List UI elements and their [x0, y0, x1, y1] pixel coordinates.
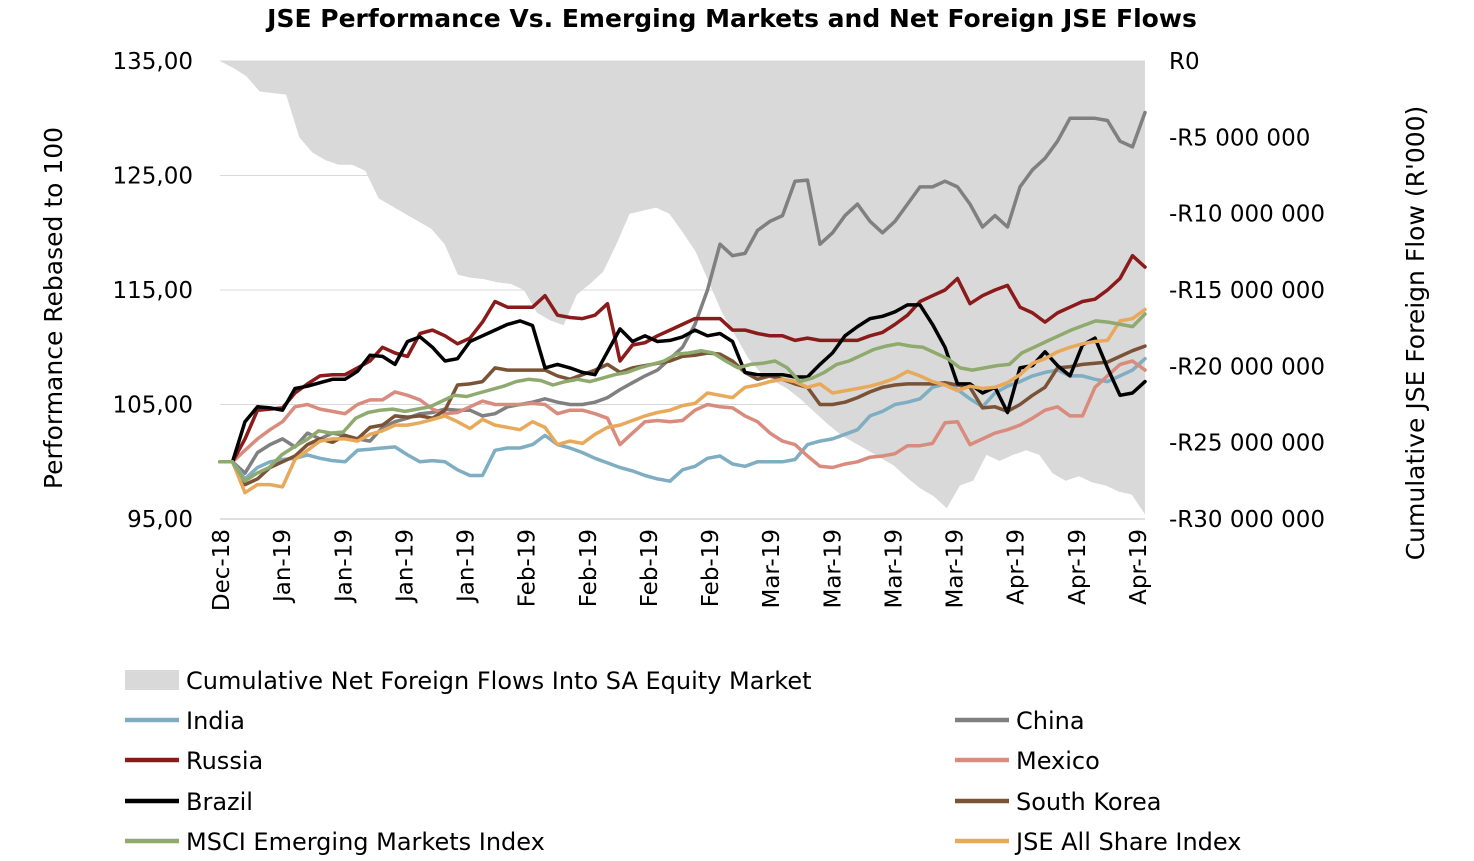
series-line-china — [218, 110, 1147, 475]
x-tick-label: Jan-19 — [331, 529, 357, 604]
x-tick-label: Mar-19 — [820, 529, 846, 609]
legend-label: South Korea — [1016, 788, 1161, 816]
x-tick-label: Jan-19 — [454, 529, 480, 604]
right-axis-ticks: -R30 000 000 -R25 000 000 -R20 000 000 -R15… — [1169, 49, 1325, 533]
x-tick-label: Feb-19 — [637, 529, 663, 607]
legend-item: JSE All Share Index — [955, 828, 1241, 856]
y2-tick-label: R0 — [1169, 49, 1200, 75]
x-tick-label: Feb-19 — [698, 529, 724, 607]
right-axis-title: Cumulative JSE Foreign Flow (R'000) — [1401, 106, 1430, 561]
series-line-msci-emerging-markets-index — [218, 312, 1147, 483]
y2-tick-label: -R30 000 000 — [1169, 507, 1325, 533]
y-tick-label: 115,00 — [113, 278, 193, 304]
legend-item: Cumulative Net Foreign Flows Into SA Equ… — [125, 667, 812, 695]
x-tick-label: Mar-19 — [943, 529, 969, 609]
legend-label: Mexico — [1016, 747, 1100, 775]
legend-item: India — [125, 707, 245, 735]
y-tick-label: 135,00 — [113, 49, 193, 75]
y-tick-label: 125,00 — [113, 164, 193, 190]
series-lines — [218, 110, 1147, 495]
legend-label: Russia — [186, 747, 263, 775]
series-line-mexico — [218, 359, 1147, 470]
legend-label: China — [1016, 707, 1085, 735]
x-tick-label: Mar-19 — [759, 529, 785, 609]
x-tick-label: Apr-19 — [1065, 529, 1091, 605]
legend-item: MSCI Emerging Markets Index — [125, 828, 545, 856]
legend-item: Russia — [125, 747, 263, 775]
y2-tick-label: -R25 000 000 — [1169, 431, 1325, 457]
legend-item: China — [955, 707, 1085, 735]
legend-label: JSE All Share Index — [1014, 828, 1241, 856]
legend-item: South Korea — [955, 788, 1161, 816]
legend-label: India — [186, 707, 245, 735]
chart-title: JSE Performance Vs. Emerging Markets and… — [265, 4, 1197, 33]
legend-label: Cumulative Net Foreign Flows Into SA Equ… — [186, 667, 812, 695]
x-tick-label: Dec-18 — [209, 529, 235, 611]
legend-swatch — [125, 670, 179, 690]
x-tick-label: Mar-19 — [881, 529, 907, 609]
x-tick-label: Jan-19 — [270, 529, 296, 604]
y2-tick-label: -R5 000 000 — [1169, 125, 1310, 151]
left-axis-title: Performance Rebased to 100 — [39, 127, 68, 489]
x-tick-label: Feb-19 — [515, 529, 541, 607]
x-tick-label: Apr-19 — [1004, 529, 1030, 605]
legend-item: Brazil — [125, 788, 253, 816]
series-line-south-korea — [218, 344, 1147, 487]
legend: Cumulative Net Foreign Flows Into SA Equ… — [125, 667, 1241, 856]
legend-item: Mexico — [955, 747, 1100, 775]
series-line-india — [218, 356, 1147, 483]
x-tick-label: Jan-19 — [392, 529, 418, 604]
y2-tick-label: -R20 000 000 — [1169, 354, 1325, 380]
y-tick-label: 95,00 — [127, 507, 193, 533]
legend-label: MSCI Emerging Markets Index — [186, 828, 545, 856]
y-tick-label: 105,00 — [113, 393, 193, 419]
y2-tick-label: -R15 000 000 — [1169, 278, 1325, 304]
series-line-jse-all-share-index — [218, 307, 1147, 495]
left-axis-ticks: 95,00 105,00 115,00 125,00 135,00 — [113, 49, 193, 533]
x-tick-label: Feb-19 — [576, 529, 602, 607]
x-axis-ticks: Dec-18 Jan-19 Jan-19 Jan-19 Jan-19 Feb-19 Feb-… — [209, 529, 1152, 611]
legend-label: Brazil — [186, 788, 253, 816]
x-tick-label: Apr-19 — [1126, 529, 1152, 605]
y2-tick-label: -R10 000 000 — [1169, 202, 1325, 228]
